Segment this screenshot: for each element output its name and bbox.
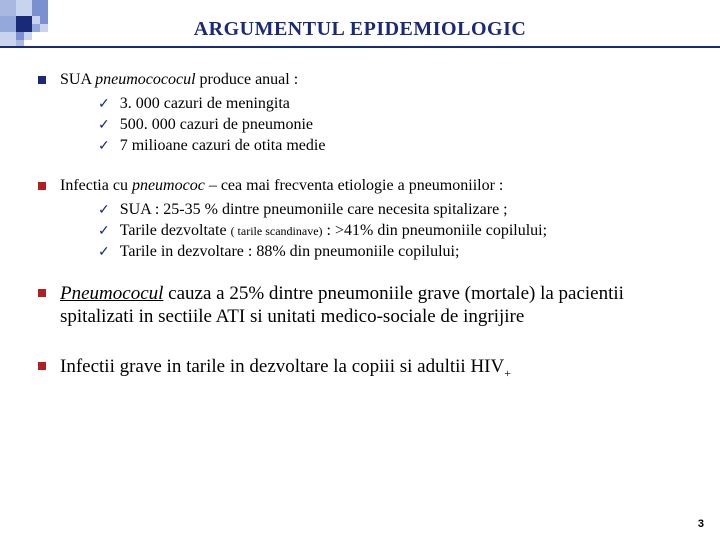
slide-title: ARGUMENTUL EPIDEMIOLOGIC: [0, 18, 720, 41]
sub-item: ✓ 7 milioane cazuri de otita medie: [98, 136, 688, 157]
bullet-1: SUA pneumocococul produce anual :: [38, 70, 688, 90]
check-icon: ✓: [98, 117, 110, 135]
square-bullet-icon: [38, 182, 46, 190]
text: – cea mai frecventa etiologie a pneumoni…: [205, 177, 504, 194]
check-icon: ✓: [98, 202, 110, 220]
sub-item: ✓ 3. 000 cazuri de meningita: [98, 94, 688, 115]
bullet-3: Pneumococul cauza a 25% dintre pneumonii…: [38, 283, 688, 329]
square-bullet-icon: [38, 362, 46, 370]
sub-text: 3. 000 cazuri de meningita: [120, 94, 290, 115]
sub-text: SUA : 25-35 % dintre pneumoniile care ne…: [120, 200, 508, 221]
sub-list-1: ✓ 3. 000 cazuri de meningita ✓ 500. 000 ca…: [98, 94, 688, 156]
sub-text: Tarile in dezvoltare : 88% din pneumonii…: [120, 242, 460, 263]
italic-underline-text: Pneumococul: [60, 283, 163, 304]
check-icon: ✓: [98, 223, 110, 241]
sub-text: 7 milioane cazuri de otita medie: [120, 136, 326, 157]
bullet-block-3: Pneumococul cauza a 25% dintre pneumonii…: [38, 283, 688, 329]
sub-item: ✓ SUA : 25-35 % dintre pneumoniile care n…: [98, 200, 688, 221]
bullet-3-text: Pneumococul cauza a 25% dintre pneumonii…: [60, 283, 688, 329]
bullet-4-text: Infectii grave in tarile in dezvoltare l…: [60, 356, 511, 380]
sub-item: ✓ Tarile in dezvoltare : 88% din pneumoni…: [98, 242, 688, 263]
text: Infectii grave in tarile in dezvoltare l…: [60, 356, 504, 377]
square-bullet-icon: [38, 289, 46, 297]
slide-content: SUA pneumocococul produce anual : ✓ 3. 00…: [38, 70, 688, 401]
sub-list-2: ✓ SUA : 25-35 % dintre pneumoniile care n…: [98, 200, 688, 262]
bullet-block-1: SUA pneumocococul produce anual : ✓ 3. 00…: [38, 70, 688, 156]
bullet-4: Infectii grave in tarile in dezvoltare l…: [38, 356, 688, 380]
check-icon: ✓: [98, 96, 110, 114]
text: Infectia cu: [60, 177, 132, 194]
sub-text: 500. 000 cazuri de pneumonie: [120, 115, 313, 136]
bullet-2-text: Infectia cu pneumococ – cea mai frecvent…: [60, 176, 503, 196]
square-bullet-icon: [38, 76, 46, 84]
italic-text: pneumocococul: [95, 71, 199, 88]
bullet-1-text: SUA pneumocococul produce anual :: [60, 70, 298, 90]
check-icon: ✓: [98, 138, 110, 156]
bullet-block-4: Infectii grave in tarile in dezvoltare l…: [38, 356, 688, 380]
check-icon: ✓: [98, 244, 110, 262]
text: produce anual :: [200, 71, 299, 88]
header-divider: [0, 46, 720, 48]
text: SUA: [60, 71, 95, 88]
sub-item: ✓ 500. 000 cazuri de pneumonie: [98, 115, 688, 136]
page-number: 3: [698, 518, 704, 530]
sub-item: ✓ Tarile dezvoltate ( tarile scandinave) …: [98, 221, 688, 242]
bullet-block-2: Infectia cu pneumococ – cea mai frecvent…: [38, 176, 688, 262]
subscript-text: +: [504, 366, 511, 380]
sub-text: Tarile dezvoltate ( tarile scandinave) :…: [120, 221, 547, 242]
italic-text: pneumococ: [132, 177, 205, 194]
bullet-2: Infectia cu pneumococ – cea mai frecvent…: [38, 176, 688, 196]
